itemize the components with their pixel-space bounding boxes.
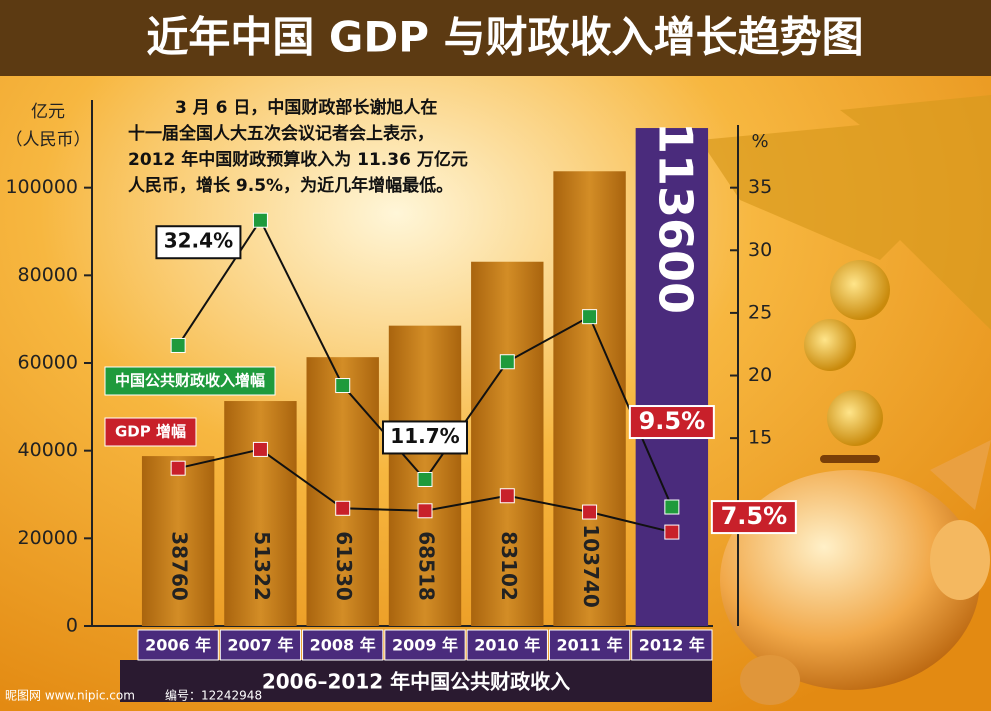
y-tick-label: 40000 [18, 439, 78, 461]
value-label: 9.5% [639, 407, 706, 435]
marker [664, 499, 680, 515]
value-label-box [628, 405, 715, 440]
value-label-box [155, 225, 242, 260]
x-tick-label: 2007 年 [227, 636, 293, 655]
x-tick-label: 2010 年 [474, 636, 540, 655]
category-box [137, 629, 219, 661]
x-tick-label: 2011 年 [557, 636, 623, 655]
bar [471, 261, 544, 626]
category-box [302, 629, 384, 661]
marker [252, 441, 268, 457]
marker [664, 524, 680, 540]
annotation-line: 十一届全国人大五次会议记者会上表示， [128, 123, 434, 144]
bar [224, 401, 297, 626]
y2-tick-label: 30 [748, 239, 772, 261]
xlabel-bar [120, 660, 712, 702]
category-box [548, 629, 631, 661]
x-tick-label: 2012 年 [639, 636, 705, 655]
bar-value-label: 103740 [579, 524, 603, 608]
category-box [219, 629, 302, 661]
y-axis-title: （人民币） [6, 130, 91, 150]
y-tick-label: 80000 [18, 264, 78, 286]
bar-value-label: 83102 [497, 531, 521, 601]
x-tick-label: 2009 年 [392, 636, 458, 655]
legend-label: 中国公共财政收入增幅 [115, 372, 265, 390]
marker [499, 354, 515, 370]
value-label: 11.7% [390, 424, 459, 448]
annotation: 3 月 6 日，中国财政部长谢旭人在 十一届全国人大五次会议记者会上表示， 20… [128, 97, 468, 196]
category-box [384, 629, 466, 661]
marker [582, 309, 598, 325]
marker [499, 488, 515, 504]
y2-tick-label: 25 [748, 301, 772, 323]
legend-box [104, 366, 276, 396]
legend-label: GDP 增幅 [115, 423, 186, 441]
bar-value-label: 38760 [168, 531, 192, 601]
y-tick-label: 0 [66, 615, 78, 637]
bar [141, 456, 215, 626]
y2-axis-title: % [751, 131, 768, 152]
bar-value-label: 68518 [415, 531, 439, 601]
bar-value-label: 51322 [250, 531, 274, 601]
x-tick-label: 2006 年 [145, 636, 211, 655]
title-bar [0, 0, 991, 76]
y-tick-label: 20000 [18, 527, 78, 549]
arrow-decoration [700, 95, 991, 330]
y-tick-label: 100000 [5, 176, 78, 198]
annotation-line: 3 月 6 日，中国财政部长谢旭人在 [175, 97, 437, 118]
value-label-box [710, 500, 797, 535]
category-box [466, 629, 548, 661]
watermark: 昵图网 www.nipic.com [5, 689, 135, 703]
watermark: 编号：12242948 [165, 688, 262, 703]
bar-value-label: 113600 [648, 122, 702, 314]
annotation-line: 人民币，增长 9.5%，为近几年增幅最低。 [128, 175, 453, 196]
y2-tick-label: 35 [748, 176, 772, 198]
marker [335, 378, 351, 394]
marker [252, 212, 268, 228]
value-label: 7.5% [721, 502, 788, 530]
value-label-box [382, 420, 468, 455]
marker [582, 504, 598, 520]
marker [170, 460, 186, 476]
x-axis-title: 2006–2012 年中国公共财政收入 [262, 670, 570, 694]
marker [335, 500, 351, 516]
y-axis-title: 亿元 [31, 102, 65, 122]
x-tick-label: 2008 年 [310, 636, 376, 655]
marker [170, 337, 186, 353]
marker [417, 503, 433, 519]
y-tick-label: 60000 [18, 352, 78, 374]
y2-tick-label: 15 [748, 427, 772, 449]
bar [635, 128, 709, 626]
marker [417, 471, 433, 487]
value-label: 32.4% [164, 229, 233, 253]
y2-tick-label: 20 [748, 364, 772, 386]
bar [553, 171, 626, 626]
chart-title: 近年中国 GDP 与财政收入增长趋势图 [146, 13, 863, 62]
category-box [631, 629, 713, 661]
legend-box [104, 417, 197, 447]
bar-value-label: 61330 [332, 531, 356, 601]
annotation-line: 2012 年中国财政预算收入为 11.36 万亿元 [128, 149, 468, 170]
